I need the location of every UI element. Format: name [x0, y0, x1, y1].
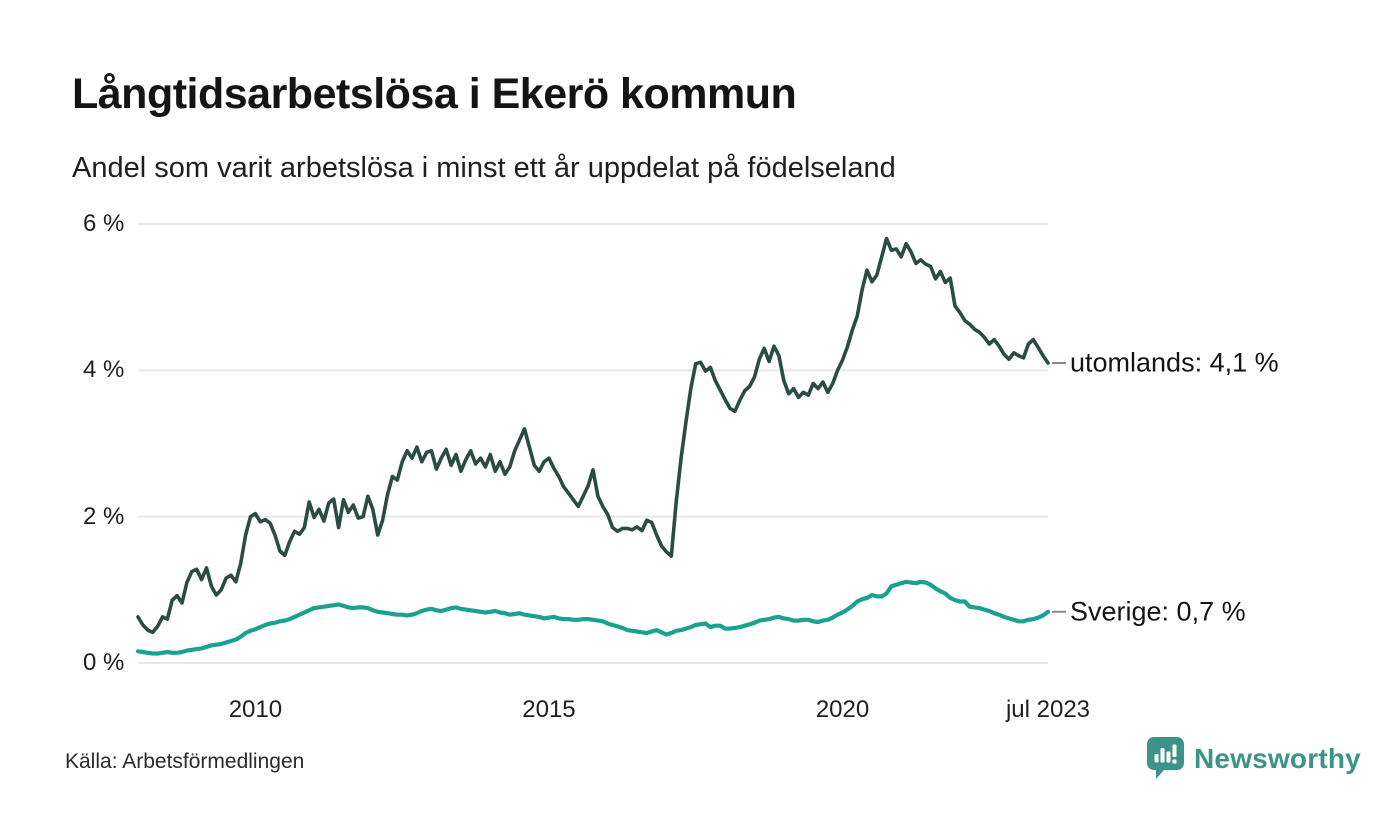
x-tick-label: jul 2023	[1005, 696, 1091, 723]
y-tick-label: 0 %	[83, 649, 125, 676]
series-label-utomlands: utomlands: 4,1 %	[1070, 347, 1279, 378]
y-tick-label: 4 %	[83, 356, 125, 384]
newsworthy-speech-bubble-icon	[1147, 737, 1184, 779]
series-line-utomlands	[136, 236, 1050, 635]
x-tick-label: 2015	[522, 696, 576, 723]
brand-logo: Newsworthy	[1147, 737, 1361, 780]
y-tick-label: 2 %	[83, 502, 125, 530]
annotation-leader-dashes	[1052, 362, 1066, 613]
x-tick-label: 2020	[815, 696, 870, 723]
source-note: Källa: Arbetsförmedlingen	[65, 750, 305, 773]
page-title: Långtidsarbetslösa i Ekerö kommun	[72, 70, 797, 118]
gridlines	[138, 222, 1048, 664]
chart-subtitle: Andel som varit arbetslösa i minst ett å…	[72, 152, 896, 184]
series-line-sverige	[135, 579, 1051, 656]
series-label-sverige: Sverige: 0,7 %	[1070, 596, 1246, 627]
y-tick-label: 6 %	[83, 209, 125, 237]
x-tick-label: 2010	[228, 696, 283, 723]
brand-wordmark: Newsworthy	[1194, 742, 1361, 774]
